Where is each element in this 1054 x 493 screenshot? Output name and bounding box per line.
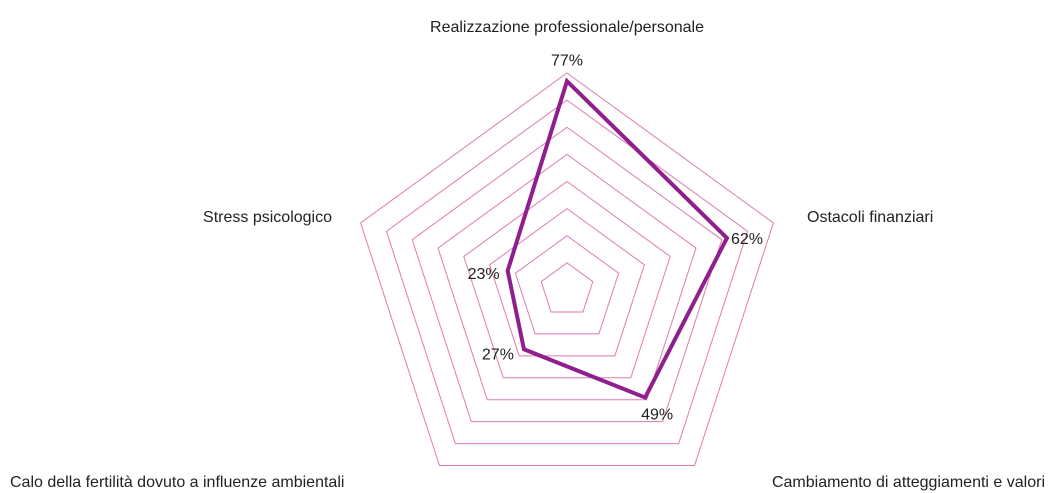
category-label: Ostacoli finanziari	[807, 209, 933, 226]
grid-ring	[514, 235, 620, 335]
value-label: 77%	[551, 52, 583, 69]
grid-ring	[437, 153, 697, 401]
grid-ring	[463, 180, 671, 379]
grid-ring	[540, 262, 594, 313]
category-label: Calo della fertilità dovuto a influenze …	[10, 474, 344, 491]
data-line	[505, 77, 730, 401]
category-label: Realizzazione professionale/personale	[430, 19, 704, 36]
category-label: Stress psicologico	[203, 209, 332, 226]
value-label: 23%	[468, 266, 500, 283]
grid-ring	[385, 99, 749, 445]
grid-ring	[489, 208, 645, 357]
category-label: Cambiamento di atteggiamenti e valori	[772, 474, 1045, 491]
value-label: 27%	[482, 346, 514, 363]
grid-ring	[360, 72, 774, 467]
value-label: 49%	[641, 407, 673, 424]
value-label: 62%	[731, 231, 763, 248]
grid-ring	[411, 126, 723, 423]
